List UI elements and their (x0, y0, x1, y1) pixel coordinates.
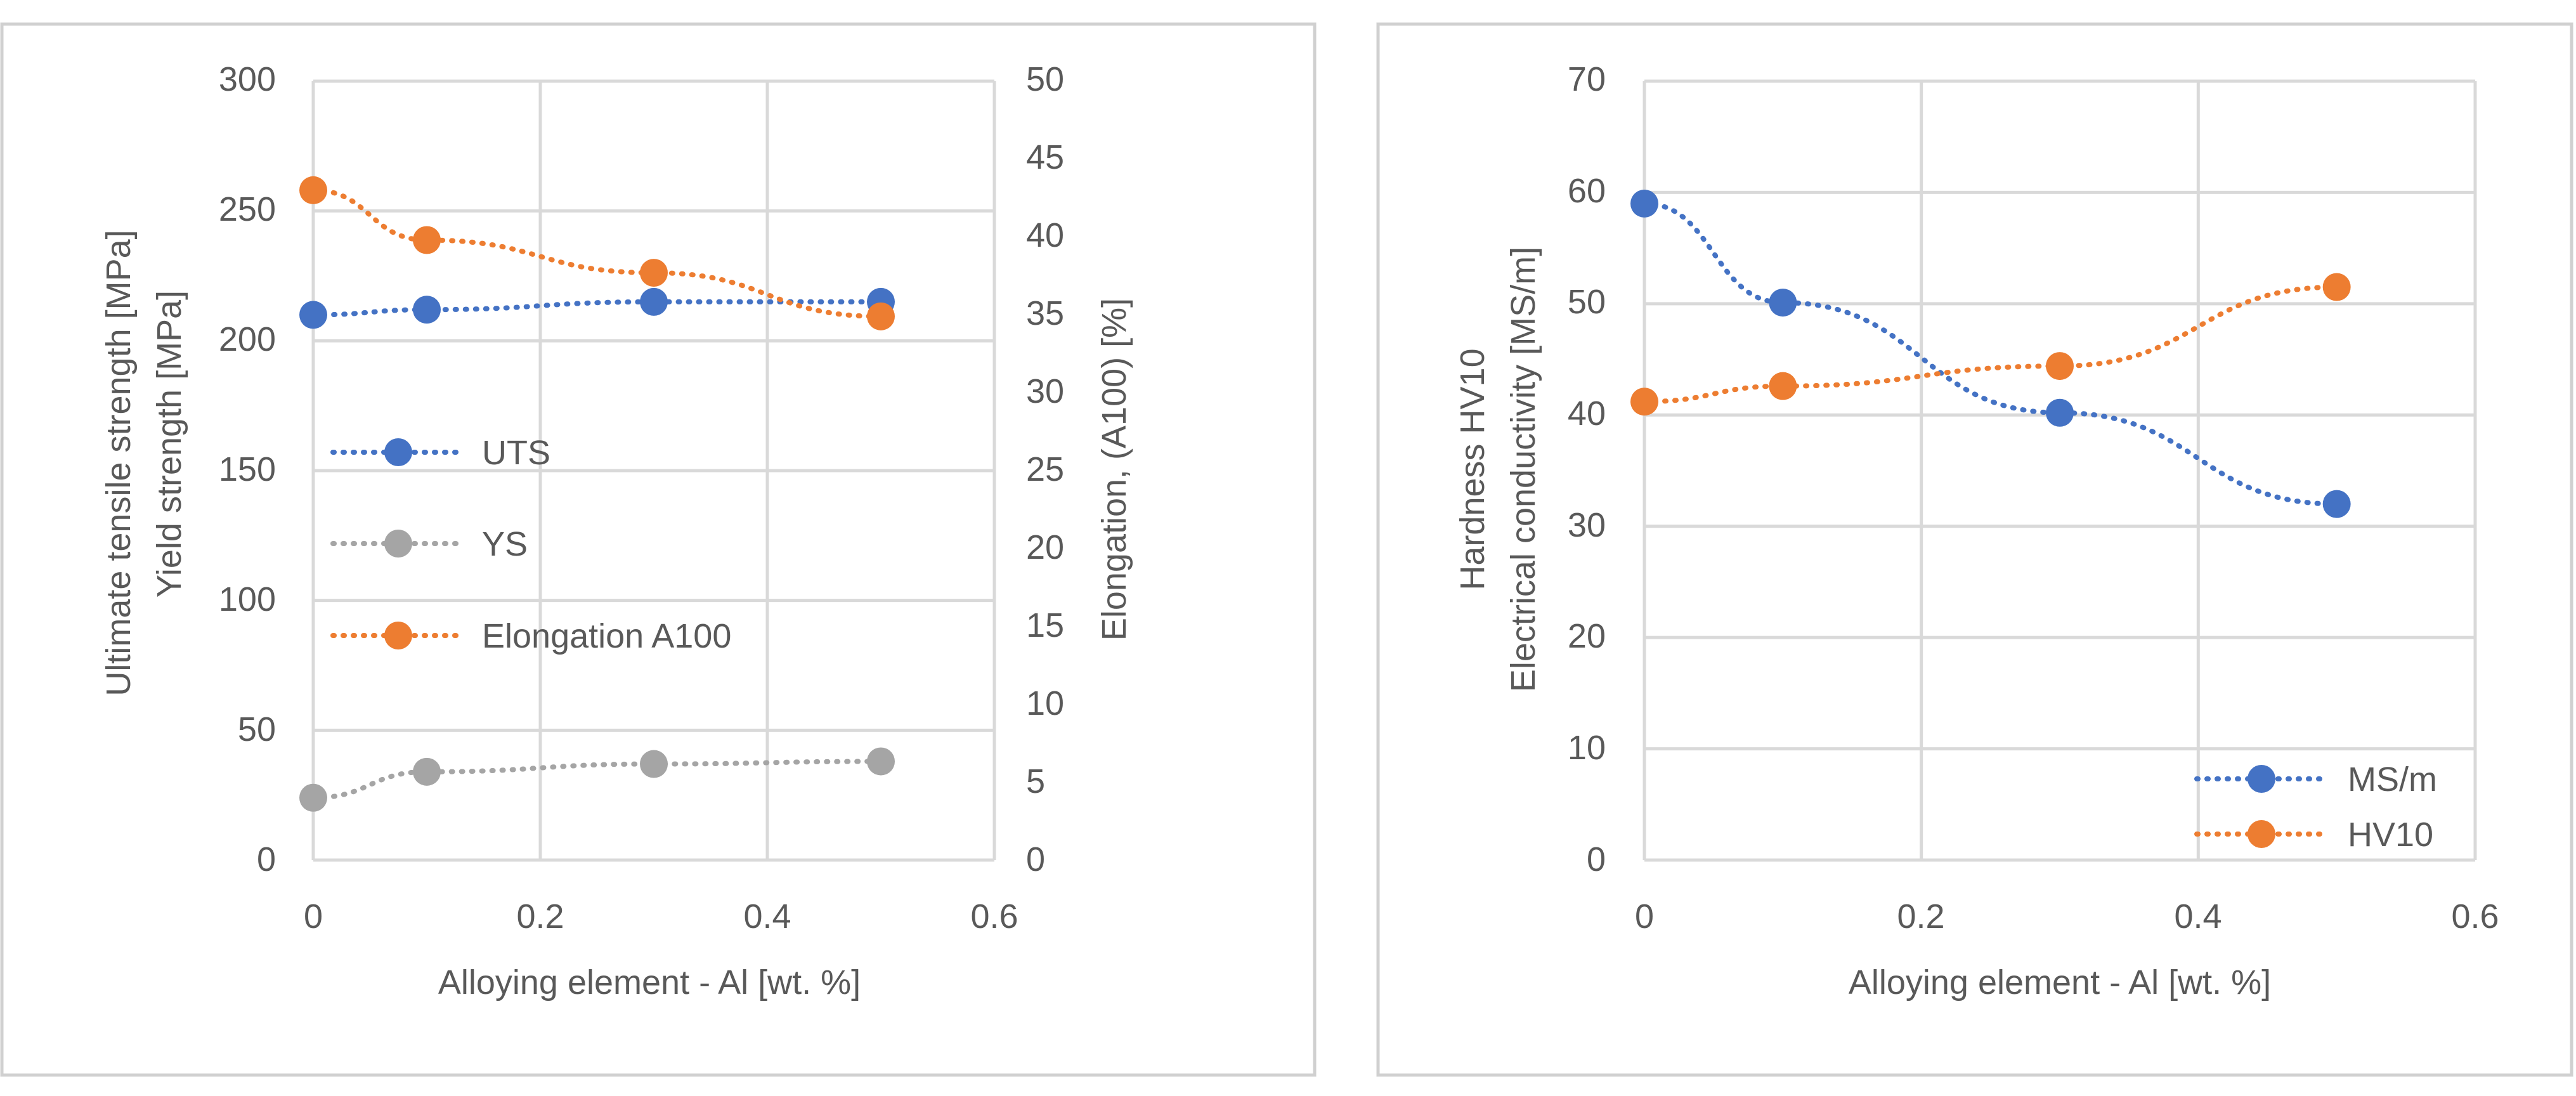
chart-1-gridlines (311, 79, 996, 862)
chart-1-x-axis-title: Alloying element - Al [wt. %] (438, 963, 861, 1001)
chart-1-x-ticks: 0 0.2 0.4 0.6 (304, 897, 1018, 936)
legend-ms-per-m-label: MS/m (2348, 760, 2437, 799)
data-point-uts (640, 287, 668, 316)
chart-2-y-tick: 50 (1568, 283, 1606, 321)
legend-hv10-label: HV10 (2348, 816, 2433, 854)
chart-1-y2-tick: 35 (1026, 294, 1064, 332)
chart-1-y2-axis-title: Elongation, (A100) [%] (1095, 298, 1133, 641)
chart-1-y-ticks: 0 50 100 150 200 250 300 (219, 60, 276, 878)
chart-1-y2-tick: 15 (1026, 606, 1064, 644)
chart-1-y2-ticks: 0 5 10 15 20 25 30 35 40 45 50 (1026, 60, 1064, 878)
chart-2-y-tick: 40 (1568, 395, 1606, 433)
legend-item-hv10: HV10 (2194, 816, 2433, 854)
chart-2-x-tick: 0.6 (2451, 897, 2499, 936)
legend-uts-label: UTS (482, 434, 550, 472)
chart-1-y2-tick: 10 (1026, 684, 1064, 722)
chart-1-y2-tick: 40 (1026, 216, 1064, 254)
legend-elongation-marker (384, 622, 412, 649)
chart-2-series (1630, 189, 2351, 518)
data-point-ms-m (1630, 189, 1658, 218)
chart-2-x-ticks: 0 0.2 0.4 0.6 (1635, 897, 2499, 936)
legend-hv10-marker (2247, 820, 2275, 848)
data-point-hv10 (2046, 352, 2074, 381)
series-ms-m (1630, 189, 2351, 518)
chart-1-y2-tick: 5 (1026, 762, 1045, 800)
legend-ys-label: YS (482, 525, 528, 563)
chart-2-y-axis-title-line1: Hardness HV10 (1454, 348, 1492, 590)
series-ys (299, 747, 895, 812)
chart-1-y-tick: 200 (219, 320, 276, 358)
chart-2-x-tick: 0.4 (2174, 897, 2221, 936)
data-point-elongation-a100 (867, 302, 895, 330)
series-line-hv10 (1642, 284, 2339, 405)
data-point-elongation-a100 (413, 226, 441, 254)
chart-2-y-ticks: 0 10 20 30 40 50 60 70 (1568, 60, 1606, 878)
chart-2-legend: MS/m HV10 (2194, 760, 2437, 854)
chart-2-panel (1376, 22, 2573, 1077)
chart-2-x-tick: 0.2 (1897, 897, 1944, 936)
chart-2: 0 10 20 30 40 50 60 70 0 0.2 0.4 0.6 All… (1376, 22, 2573, 1077)
chart-2-y-tick: 30 (1568, 506, 1606, 544)
data-point-ys (867, 747, 895, 776)
chart-1-y2-tick: 20 (1026, 528, 1064, 566)
series-line-elongation-a100 (311, 187, 883, 319)
data-point-ys (299, 783, 327, 812)
legend-elongation-label: Elongation A100 (482, 617, 731, 655)
legend-item-ms-per-m: MS/m (2194, 760, 2437, 799)
chart-1-y-tick: 50 (238, 710, 276, 748)
data-point-hv10 (2322, 273, 2351, 301)
chart-1-y-axis-title-line2: Yield strength [MPa] (150, 290, 188, 597)
chart-2-x-tick: 0 (1635, 897, 1654, 936)
chart-2-y-tick: 0 (1587, 840, 1606, 878)
chart-1-y-tick: 300 (219, 60, 276, 98)
data-point-elongation-a100 (640, 259, 668, 287)
legend-item-elongation: Elongation A100 (330, 617, 731, 655)
legend-item-ys: YS (330, 525, 528, 563)
series-line-ys (311, 759, 883, 800)
chart-1-y2-tick: 30 (1026, 372, 1064, 410)
chart-1-y-axis-title-line1: Ultimate tensile strength [MPa] (100, 230, 138, 696)
data-point-ms-m (1769, 289, 1797, 317)
chart-1-x-tick: 0.6 (970, 897, 1018, 936)
data-point-elongation-a100 (299, 176, 327, 204)
legend-ms-per-m-marker (2247, 765, 2275, 793)
data-point-hv10 (1769, 372, 1797, 400)
chart-1: 0 50 100 150 200 250 300 0 5 10 15 20 25… (0, 22, 1317, 1077)
data-point-ys (413, 757, 441, 786)
chart-1-x-tick: 0.4 (743, 897, 791, 936)
chart-1-y2-tick: 25 (1026, 450, 1064, 488)
chart-1-series (299, 176, 895, 812)
chart-1-panel (0, 22, 1317, 1077)
legend-ys-marker (384, 530, 412, 558)
data-point-ms-m (2322, 490, 2351, 518)
data-point-ms-m (2046, 398, 2074, 427)
series-hv10 (1630, 273, 2351, 416)
chart-2-y-tick: 10 (1568, 729, 1606, 767)
chart-2-y-tick: 60 (1568, 172, 1606, 210)
chart-1-y2-tick: 45 (1026, 138, 1064, 176)
chart-1-legend: UTS YS Elongation A100 (330, 434, 731, 655)
chart-2-y-tick: 20 (1568, 617, 1606, 655)
data-point-ys (640, 750, 668, 778)
data-point-uts (299, 301, 327, 329)
chart-1-y2-tick: 50 (1026, 60, 1064, 98)
chart-2-y-axis-title-line2: Electrical conductivity [MS/m] (1504, 247, 1542, 692)
series-line-ms-m (1642, 200, 2339, 507)
legend-item-uts: UTS (330, 434, 550, 472)
chart-1-y2-tick: 0 (1026, 840, 1045, 878)
chart-1-y-tick: 250 (219, 190, 276, 228)
chart-1-x-tick: 0 (304, 897, 323, 936)
chart-2-x-axis-title: Alloying element - Al [wt. %] (1849, 963, 2271, 1001)
chart-1-y-tick: 100 (219, 580, 276, 618)
legend-uts-marker (384, 438, 412, 466)
chart-1-y-tick: 0 (257, 840, 276, 878)
data-point-hv10 (1630, 388, 1658, 416)
chart-2-y-tick: 70 (1568, 60, 1606, 98)
chart-1-x-tick: 0.2 (516, 897, 564, 936)
data-point-uts (413, 296, 441, 324)
series-elongation-a100 (299, 176, 895, 330)
chart-1-y-tick: 150 (219, 450, 276, 488)
